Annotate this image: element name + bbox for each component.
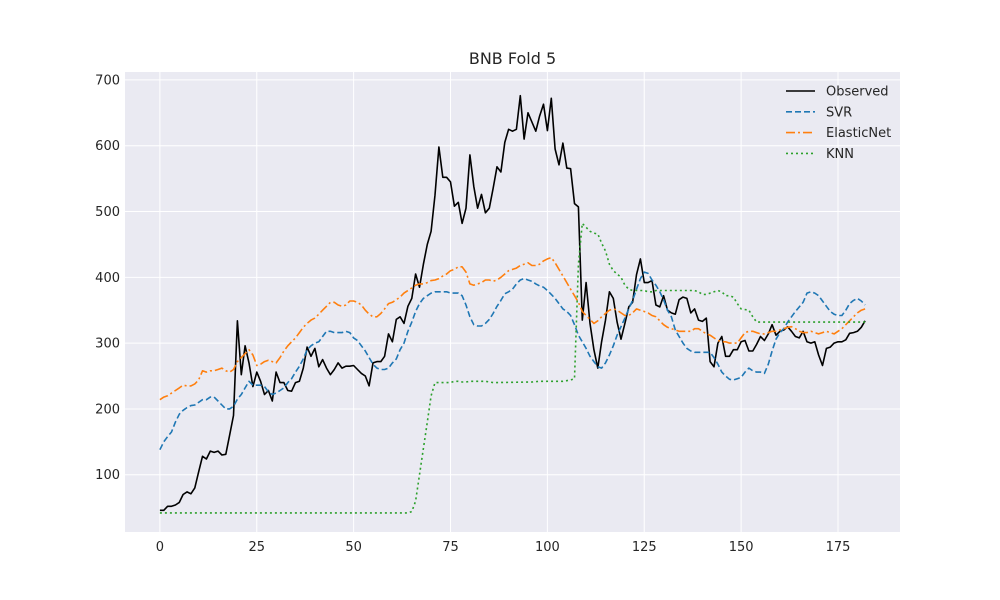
- x-tick-label: 50: [345, 540, 362, 555]
- series-line-observed: [159, 94, 866, 512]
- x-tick-label: 150: [729, 540, 754, 555]
- y-tick-label: 400: [95, 271, 120, 286]
- x-tick-label: 100: [535, 540, 560, 555]
- x-tick-label: 25: [248, 540, 265, 555]
- series-lines: [159, 94, 866, 514]
- x-tick-label: 175: [826, 540, 851, 555]
- x-axis-ticks: 0 25 50 75 100 125 150 175: [156, 540, 851, 555]
- x-tick-label: 75: [442, 540, 459, 555]
- legend-label: KNN: [826, 147, 854, 162]
- y-tick-label: 100: [95, 468, 120, 483]
- y-tick-label: 200: [95, 402, 120, 417]
- y-tick-label: 700: [95, 73, 120, 88]
- y-tick-label: 300: [95, 337, 120, 352]
- legend-label: SVR: [826, 105, 852, 120]
- legend-label: ElasticNet: [826, 126, 891, 141]
- x-tick-label: 125: [632, 540, 657, 555]
- gridlines: [125, 72, 900, 532]
- y-tick-label: 600: [95, 139, 120, 154]
- plot-area: [125, 72, 900, 532]
- y-axis-ticks: 100 200 300 400 500 600 700: [95, 73, 120, 483]
- series-line-elasticnet: [159, 256, 866, 401]
- legend-label: Observed: [826, 85, 889, 100]
- legend: Observed SVR ElasticNet KNN: [786, 85, 891, 162]
- y-tick-label: 500: [95, 205, 120, 220]
- x-tick-label: 0: [156, 540, 164, 555]
- chart-title: BNB Fold 5: [469, 49, 556, 68]
